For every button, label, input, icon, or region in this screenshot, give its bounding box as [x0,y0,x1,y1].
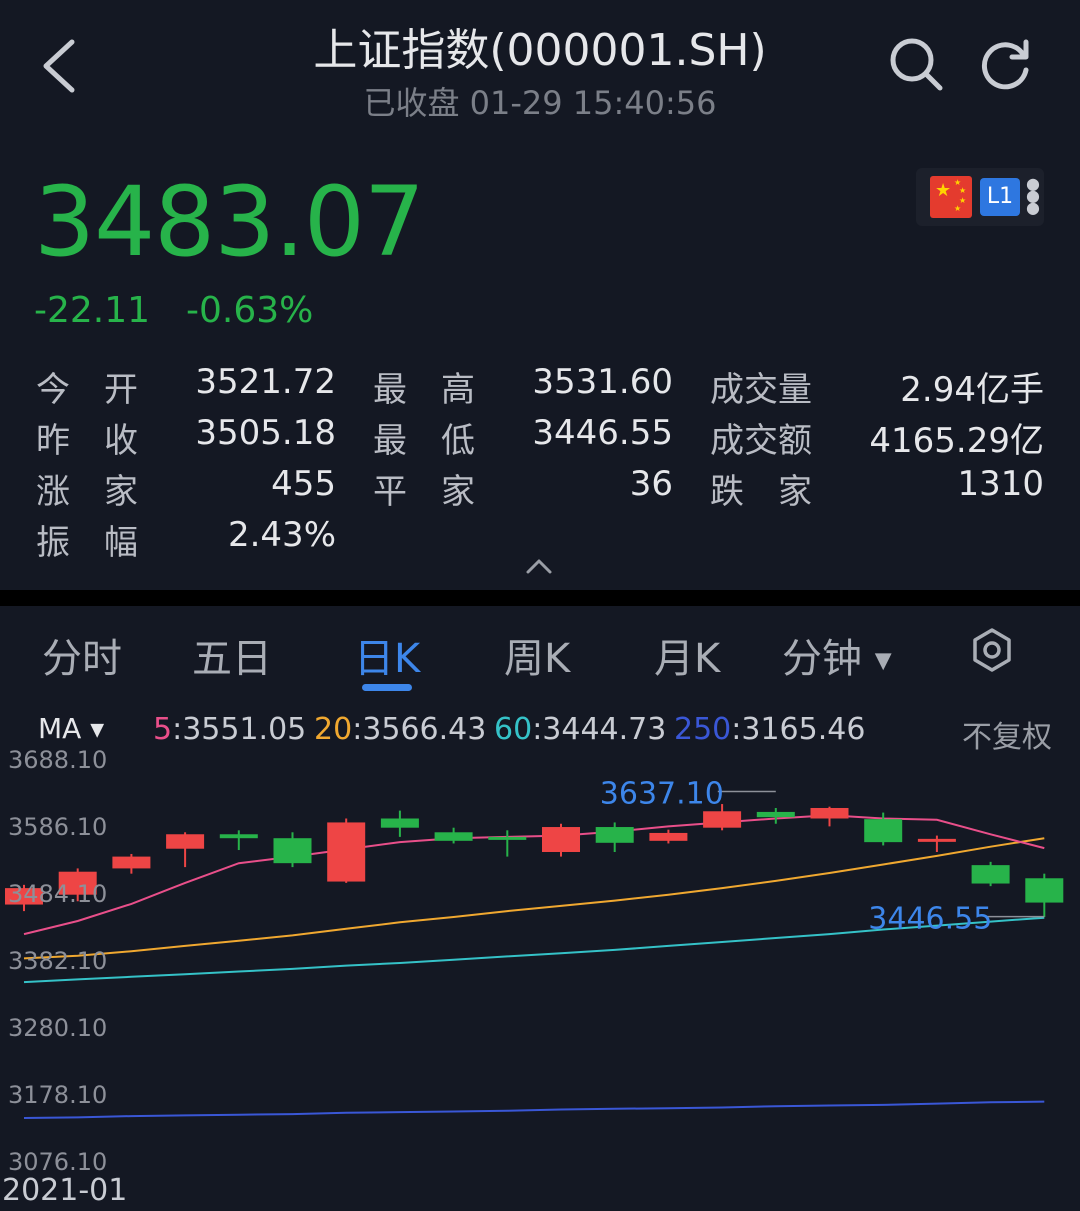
stat-label-amplitude: 振幅 [36,523,172,563]
ma5-line [23,814,1045,936]
stat-label-advancers: 涨家 [36,472,172,512]
back-arrow-icon[interactable] [36,36,84,96]
adjustment-selector[interactable]: 不复权 [962,720,1052,755]
ma20-line [23,837,1045,960]
candle-body [649,832,688,841]
candle-body [917,838,956,842]
y-tick-label: 3484.10 [8,880,107,908]
candle-body [112,856,151,869]
page-title: 上证指数(000001.SH) [313,25,767,76]
stat-label-prev-close: 昨收 [36,421,172,461]
candle-body [5,888,43,905]
ma-selector[interactable]: MA ▼ [38,712,104,745]
tab-five-day[interactable]: 五日 [192,636,272,682]
candle-body [327,822,366,882]
candle-body [864,819,903,843]
candle-body [380,818,419,828]
stat-value-volume: 2.94亿手 [900,370,1044,410]
candle-body [810,807,849,819]
tab-daily-k[interactable]: 日K [354,636,421,682]
stat-label-turnover: 成交额 [710,421,812,461]
level1-badge: L1 [980,178,1020,216]
china-flag-icon: ★ ★ ★ ★ ★ [930,176,972,218]
stat-label-high: 最高 [373,370,509,410]
ma60-value: 3444.73 [542,712,667,747]
section-divider [0,590,1080,606]
ma250-value: 3165.46 [741,712,866,747]
y-tick-label: 3586.10 [8,813,107,841]
candle-body [1025,878,1064,903]
y-tick-label: 3178.10 [8,1081,107,1109]
candle-body [595,827,634,843]
y-tick-label: 3688.10 [8,746,107,774]
ma60-legend: 60:3444.73 [494,712,667,747]
y-tick-label: 3280.10 [8,1014,107,1042]
last-price: 3483.07 [34,166,425,278]
tab-monthly-k[interactable]: 月K [654,636,721,682]
stat-value-unchanged: 36 [629,464,673,504]
ma20-period: 20 [314,712,353,747]
stat-label-open: 今开 [36,370,172,410]
ma250-line [23,1100,1045,1119]
extreme-price-label: 3446.55 [868,902,992,937]
stat-value-open: 3521.72 [195,362,336,402]
candle-body [542,827,580,852]
stat-label-volume: 成交量 [710,370,812,410]
stat-value-turnover: 4165.29亿 [869,421,1044,461]
ma5-value: 3551.05 [182,712,307,747]
ma250-legend: 250:3165.46 [674,712,866,747]
stat-value-amplitude: 2.43% [227,515,336,555]
refresh-icon[interactable] [976,34,1036,94]
search-icon[interactable] [886,34,946,94]
candle-body [971,865,1010,884]
ma20-value: 3566.43 [362,712,487,747]
price-change: -22.11 [34,290,151,331]
candle-body [219,834,258,839]
stat-label-unchanged: 平家 [373,472,509,512]
candle-body [703,811,742,828]
candle-body [434,832,473,841]
tab-intraday[interactable]: 分时 [42,636,122,682]
ma20-legend: 20:3566.43 [314,712,487,747]
stat-value-low: 3446.55 [532,413,673,453]
ma60-period: 60 [494,712,533,747]
price-change-percent: -0.63% [186,290,314,331]
stat-value-high: 3531.60 [532,362,673,402]
collapse-caret-icon[interactable] [524,556,554,576]
candle-body [58,871,97,895]
more-icon[interactable]: ● ● ● [1026,174,1040,217]
tab-weekly-k[interactable]: 周K [504,636,571,682]
candle-body [756,811,795,818]
candle-body [488,836,527,840]
stat-label-decliners: 跌家 [710,472,846,512]
ma5-legend: 5:3551.05 [153,712,307,747]
stat-value-prev-close: 3505.18 [195,413,336,453]
market-badge[interactable]: ★ ★ ★ ★ ★ L1 ● ● ● [916,168,1044,226]
settings-icon[interactable] [968,626,1016,674]
candle-body [273,838,312,864]
market-status: 已收盘 01-29 15:40:56 [363,84,717,122]
tab-minute-label: 分钟 [782,636,862,682]
y-tick-label: 3076.10 [8,1148,107,1176]
stat-label-low: 最低 [373,421,509,461]
y-tick-label: 3382.10 [8,947,107,975]
dropdown-caret-icon: ▼ [874,648,892,674]
ma-dropdown-icon: ▼ [90,719,105,741]
ma250-period: 250 [674,712,732,747]
tab-minute[interactable]: 分钟 ▼ [782,626,892,684]
ma-label: MA [38,712,82,745]
ma5-period: 5 [153,712,173,747]
active-tab-indicator [362,684,412,691]
stat-value-decliners: 1310 [957,464,1044,504]
x-axis-label: 2021-01 [2,1173,127,1208]
ma60-line [23,916,1045,984]
stat-value-advancers: 455 [271,464,336,504]
candlestick-chart[interactable]: 3688.10 3586.10 3484.10 3382.10 3280.10 3178.… [0,746,1080,1211]
candle-body [166,834,205,849]
extreme-price-label: 3637.10 [600,777,724,812]
